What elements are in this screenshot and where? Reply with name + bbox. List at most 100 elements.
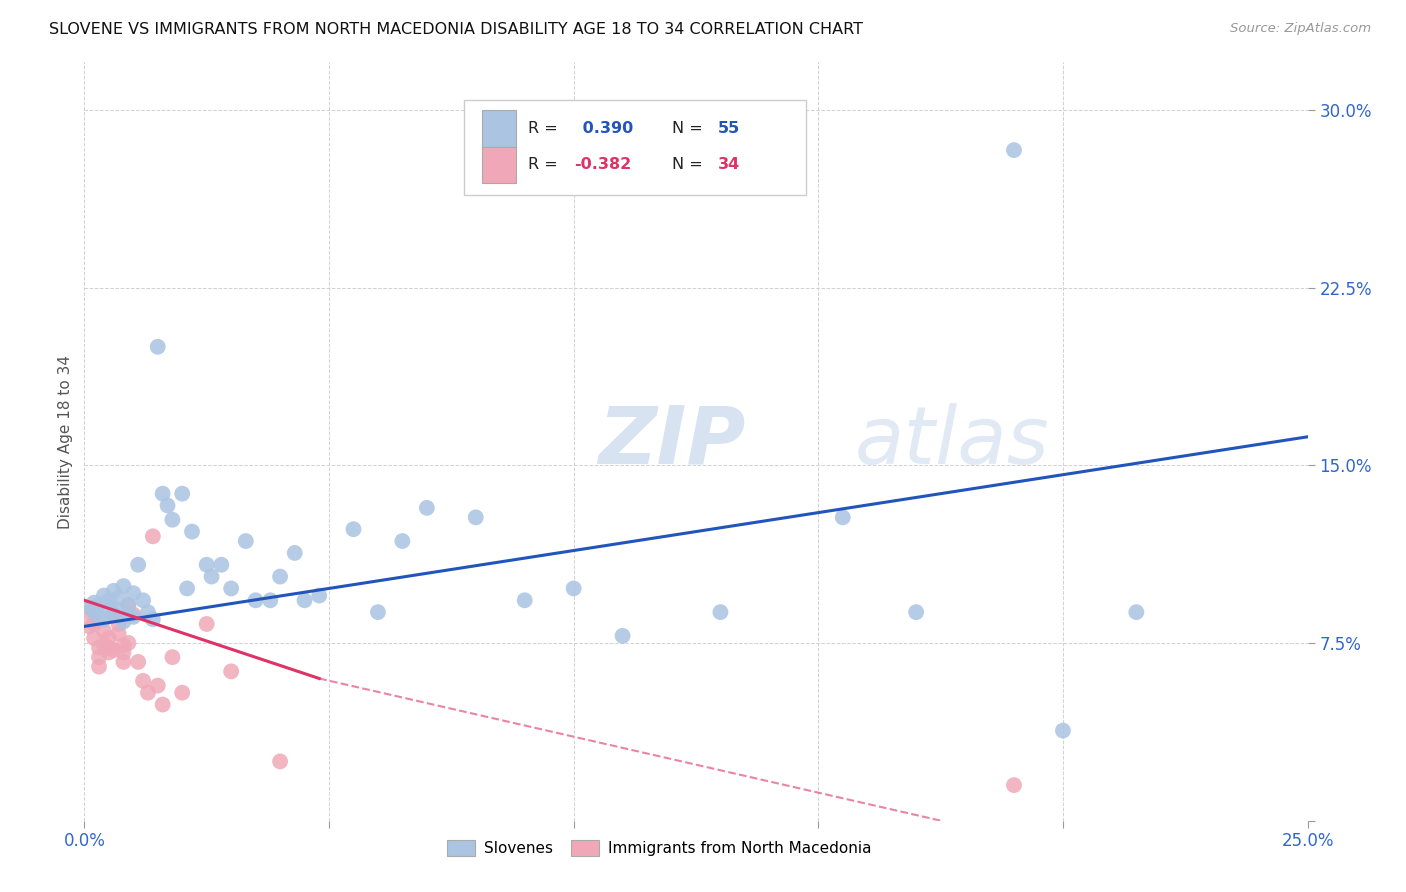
Point <box>87 598 110 612</box>
Point <box>112 645 135 659</box>
Point <box>391 534 413 549</box>
Point <box>562 582 585 596</box>
Point <box>142 612 165 626</box>
Point <box>219 665 242 679</box>
Text: -0.382: -0.382 <box>574 157 631 172</box>
Point <box>107 591 129 605</box>
Point <box>83 631 105 645</box>
Point <box>219 582 242 596</box>
Text: 0.390: 0.390 <box>578 121 634 136</box>
Point <box>156 499 179 513</box>
Text: N =: N = <box>672 157 707 172</box>
Point <box>127 655 149 669</box>
Point <box>77 619 100 633</box>
Point <box>97 600 120 615</box>
Point <box>77 605 100 619</box>
Point <box>97 645 120 659</box>
Point <box>1052 723 1074 738</box>
Point <box>77 600 100 615</box>
Text: 55: 55 <box>718 121 740 136</box>
Point <box>87 640 110 655</box>
Point <box>87 650 110 665</box>
Point <box>132 673 155 688</box>
Legend: Slovenes, Immigrants from North Macedonia: Slovenes, Immigrants from North Macedoni… <box>441 834 877 863</box>
Text: SLOVENE VS IMMIGRANTS FROM NORTH MACEDONIA DISABILITY AGE 18 TO 34 CORRELATION C: SLOVENE VS IMMIGRANTS FROM NORTH MACEDON… <box>49 22 863 37</box>
Point <box>269 755 291 769</box>
Point <box>97 640 120 655</box>
Point <box>284 546 307 560</box>
Point <box>367 605 389 619</box>
Point <box>209 558 232 572</box>
Text: R =: R = <box>529 157 564 172</box>
Point <box>1002 778 1025 792</box>
Text: Source: ZipAtlas.com: Source: ZipAtlas.com <box>1230 22 1371 36</box>
Point <box>117 598 139 612</box>
Point <box>172 486 194 500</box>
Point <box>195 558 218 572</box>
Point <box>122 586 145 600</box>
Point <box>136 605 159 619</box>
Point <box>93 638 115 652</box>
Point <box>132 593 155 607</box>
Point <box>905 605 928 619</box>
Point <box>97 593 120 607</box>
Point <box>112 638 135 652</box>
Point <box>269 569 291 583</box>
Point <box>342 522 364 536</box>
Point <box>117 636 139 650</box>
Point <box>103 607 125 622</box>
Point <box>513 593 536 607</box>
Point <box>87 610 110 624</box>
Y-axis label: Disability Age 18 to 34: Disability Age 18 to 34 <box>58 354 73 529</box>
Point <box>308 589 330 603</box>
Text: R =: R = <box>529 121 564 136</box>
Point <box>181 524 204 539</box>
Point <box>107 617 129 632</box>
Point <box>107 603 129 617</box>
Point <box>176 582 198 596</box>
Point <box>107 626 129 640</box>
Point <box>103 583 125 598</box>
Point <box>127 558 149 572</box>
Point <box>831 510 853 524</box>
Point <box>235 534 257 549</box>
Point <box>259 593 281 607</box>
Point <box>93 589 115 603</box>
Point <box>103 607 125 622</box>
FancyBboxPatch shape <box>464 101 806 195</box>
Point <box>83 605 105 619</box>
Point <box>146 340 169 354</box>
Point <box>416 500 439 515</box>
Text: ZIP: ZIP <box>598 402 745 481</box>
Point <box>93 612 115 626</box>
Text: N =: N = <box>672 121 707 136</box>
Point <box>103 643 125 657</box>
Text: atlas: atlas <box>855 402 1050 481</box>
Point <box>83 596 105 610</box>
Point <box>136 686 159 700</box>
Point <box>152 486 174 500</box>
Point <box>112 579 135 593</box>
Point <box>200 569 222 583</box>
Point <box>245 593 267 607</box>
Point <box>1125 605 1147 619</box>
Point <box>117 598 139 612</box>
FancyBboxPatch shape <box>482 146 516 183</box>
Point <box>93 624 115 639</box>
Point <box>709 605 731 619</box>
FancyBboxPatch shape <box>482 111 516 146</box>
Point <box>612 629 634 643</box>
Point <box>97 631 120 645</box>
Text: 34: 34 <box>718 157 740 172</box>
Point <box>87 659 110 673</box>
Point <box>122 610 145 624</box>
Point <box>1002 143 1025 157</box>
Point <box>464 510 486 524</box>
Point <box>122 607 145 622</box>
Point <box>162 513 184 527</box>
Point <box>112 655 135 669</box>
Point <box>117 607 139 622</box>
Point <box>146 679 169 693</box>
Point <box>172 686 194 700</box>
Point <box>294 593 316 607</box>
